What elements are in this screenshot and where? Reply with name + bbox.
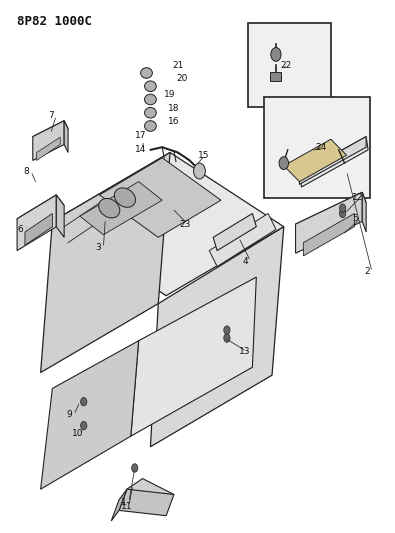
Polygon shape xyxy=(213,214,256,251)
Polygon shape xyxy=(111,489,127,521)
Polygon shape xyxy=(33,120,68,144)
Polygon shape xyxy=(56,195,64,237)
Polygon shape xyxy=(295,192,366,235)
FancyBboxPatch shape xyxy=(264,97,370,198)
Text: 20: 20 xyxy=(176,74,187,83)
Polygon shape xyxy=(362,192,366,232)
Polygon shape xyxy=(131,277,256,436)
Ellipse shape xyxy=(115,188,135,207)
Polygon shape xyxy=(80,182,162,235)
Circle shape xyxy=(339,209,346,217)
Text: 8: 8 xyxy=(23,166,29,175)
Polygon shape xyxy=(299,136,368,187)
Polygon shape xyxy=(100,158,221,237)
Text: 24: 24 xyxy=(315,143,326,152)
Polygon shape xyxy=(53,152,284,296)
Ellipse shape xyxy=(145,108,156,118)
Polygon shape xyxy=(127,479,174,505)
Text: 21: 21 xyxy=(172,61,183,69)
Text: 9: 9 xyxy=(66,410,72,419)
Polygon shape xyxy=(299,136,366,184)
Text: 5: 5 xyxy=(352,214,358,223)
Text: 17: 17 xyxy=(135,131,146,140)
FancyBboxPatch shape xyxy=(270,72,281,81)
Polygon shape xyxy=(17,195,56,251)
Text: 7: 7 xyxy=(49,111,54,120)
Ellipse shape xyxy=(99,198,120,218)
Text: 15: 15 xyxy=(198,151,209,160)
Text: 12: 12 xyxy=(352,193,364,202)
Text: 22: 22 xyxy=(280,61,291,69)
Polygon shape xyxy=(41,152,170,373)
Text: 8P82 1000C: 8P82 1000C xyxy=(17,14,92,28)
Polygon shape xyxy=(150,227,284,447)
Circle shape xyxy=(194,163,205,179)
Ellipse shape xyxy=(145,120,156,131)
Circle shape xyxy=(224,326,230,334)
Text: 13: 13 xyxy=(239,347,250,356)
Text: 11: 11 xyxy=(121,502,132,511)
Polygon shape xyxy=(64,120,68,152)
Circle shape xyxy=(339,204,346,213)
Text: 14: 14 xyxy=(135,146,146,155)
Polygon shape xyxy=(41,341,139,489)
Circle shape xyxy=(81,421,87,430)
Text: 2: 2 xyxy=(364,268,370,276)
Polygon shape xyxy=(295,192,362,253)
Polygon shape xyxy=(25,214,53,245)
Text: 19: 19 xyxy=(164,90,176,99)
Text: 1: 1 xyxy=(121,498,127,507)
Text: 6: 6 xyxy=(17,225,23,234)
Text: 23: 23 xyxy=(180,220,191,229)
FancyBboxPatch shape xyxy=(248,22,331,108)
Circle shape xyxy=(271,47,281,61)
Ellipse shape xyxy=(141,68,152,78)
Text: 18: 18 xyxy=(168,104,180,113)
Text: 10: 10 xyxy=(72,429,83,438)
Polygon shape xyxy=(303,214,354,256)
Text: 4: 4 xyxy=(243,257,248,265)
Text: 3: 3 xyxy=(96,244,101,253)
Circle shape xyxy=(81,398,87,406)
Polygon shape xyxy=(119,489,174,516)
Circle shape xyxy=(279,157,288,169)
Ellipse shape xyxy=(145,81,156,92)
Circle shape xyxy=(132,464,138,472)
Text: 16: 16 xyxy=(168,117,180,126)
Polygon shape xyxy=(284,139,346,182)
Polygon shape xyxy=(209,214,276,266)
Circle shape xyxy=(224,334,230,342)
Ellipse shape xyxy=(145,94,156,105)
Polygon shape xyxy=(33,120,64,160)
Polygon shape xyxy=(37,137,60,160)
Polygon shape xyxy=(17,195,64,229)
